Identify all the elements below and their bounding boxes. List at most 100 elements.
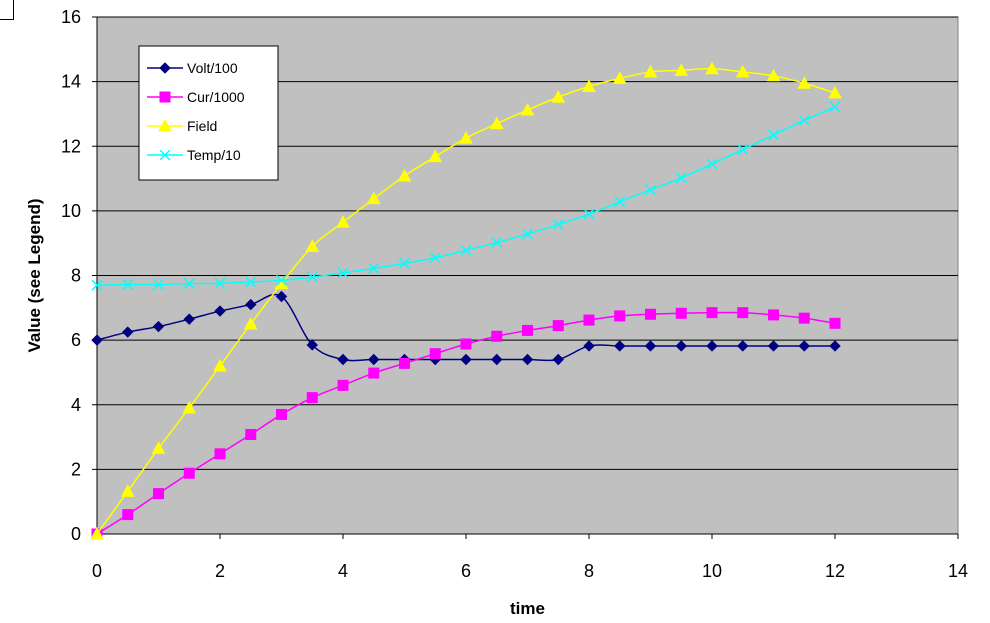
series-layer [90, 61, 842, 540]
data-point-volt-100 [368, 353, 380, 366]
data-point-cur-1000 [276, 408, 287, 420]
data-point-cur-1000 [245, 428, 257, 440]
data-point-volt-100 [521, 353, 534, 366]
data-point-field [366, 191, 381, 205]
data-point-volt-100 [122, 326, 134, 338]
y-tick-label: 16 [61, 7, 81, 27]
data-point-cur-1000 [706, 307, 718, 319]
data-point-cur-1000 [183, 467, 195, 479]
data-point-cur-1000 [460, 338, 472, 350]
legend: Volt/100 Cur/1000 Field Temp/10 [138, 45, 279, 181]
data-point-volt-100 [245, 298, 257, 311]
x-tick-label: 2 [215, 561, 225, 581]
data-point-cur-1000 [522, 324, 533, 336]
corner-mark [0, 0, 14, 20]
y-tick-label: 10 [61, 201, 81, 221]
data-point-field [151, 441, 166, 454]
data-point-field [582, 79, 596, 92]
data-point-volt-100 [460, 353, 472, 366]
data-point-field [428, 149, 443, 163]
data-point-cur-1000 [368, 367, 380, 379]
data-point-volt-100 [306, 339, 318, 351]
data-point-field [520, 103, 535, 116]
data-point-temp-10 [91, 279, 103, 291]
data-point-field [336, 215, 350, 228]
data-point-field [766, 68, 781, 82]
data-point-field [551, 90, 566, 103]
data-point-cur-1000 [798, 312, 810, 324]
data-point-temp-10 [152, 279, 165, 291]
x-tick-label: 8 [584, 561, 594, 581]
data-point-cur-1000 [737, 307, 749, 319]
data-point-temp-10 [798, 114, 810, 126]
data-point-cur-1000 [583, 314, 595, 326]
x-tick-label: 4 [338, 561, 348, 581]
data-point-volt-100 [337, 353, 349, 366]
data-point-field [243, 316, 258, 330]
data-point-cur-1000 [491, 330, 503, 342]
data-point-field [182, 400, 197, 414]
data-point-temp-10 [460, 244, 472, 256]
legend-label-volt-100: Volt/100 [187, 60, 238, 76]
x-axis-title: time [510, 599, 545, 618]
data-point-field [612, 71, 627, 84]
x-tick-label: 10 [702, 561, 722, 581]
data-point-volt-100 [275, 290, 288, 303]
data-point-field [735, 64, 750, 78]
data-point-temp-10 [183, 278, 195, 290]
y-axis-title: Value (see Legend) [25, 199, 44, 353]
data-point-volt-100 [675, 340, 687, 352]
data-point-temp-10 [521, 228, 534, 240]
data-point-cur-1000 [399, 357, 410, 369]
legend-item-volt-100: Volt/100 [147, 60, 238, 76]
x-tick-label: 0 [92, 561, 102, 581]
axes: 0 2 4 6 8 10 12 14 16 0 2 4 6 8 10 12 14 [61, 7, 968, 581]
data-point-volt-100 [829, 340, 841, 352]
x-tick-label: 6 [461, 561, 471, 581]
data-point-temp-10 [675, 172, 687, 184]
data-point-cur-1000 [829, 317, 841, 329]
data-point-cur-1000 [552, 320, 564, 332]
data-point-cur-1000 [153, 488, 164, 500]
data-point-volt-100 [152, 320, 165, 333]
series-field [90, 61, 842, 540]
data-point-field [705, 61, 719, 75]
data-point-volt-100 [552, 353, 564, 366]
data-point-field [674, 63, 689, 76]
data-point-field [120, 484, 135, 497]
data-point-cur-1000 [306, 392, 318, 404]
data-point-cur-1000 [122, 509, 134, 521]
data-point-temp-10 [245, 276, 257, 288]
series-temp-10 [91, 101, 841, 291]
data-point-temp-10 [644, 184, 657, 196]
data-point-temp-10 [337, 267, 349, 279]
data-point-temp-10 [552, 218, 564, 230]
data-point-field [90, 526, 104, 540]
x-tick-label: 12 [825, 561, 845, 581]
data-point-field [643, 64, 658, 78]
series-cur-1000 [91, 307, 841, 540]
data-point-temp-10 [306, 271, 318, 283]
data-point-temp-10 [829, 101, 841, 113]
data-point-cur-1000 [429, 348, 441, 360]
data-point-temp-10 [737, 143, 749, 156]
data-point-field [797, 76, 812, 89]
legend-label-field: Field [187, 118, 217, 134]
data-point-volt-100 [706, 340, 718, 352]
data-point-temp-10 [275, 274, 288, 286]
data-point-volt-100 [614, 340, 626, 352]
legend-item-cur-1000: Cur/1000 [147, 89, 245, 105]
data-point-temp-10 [122, 279, 134, 291]
data-point-field [397, 168, 412, 182]
legend-marker-field [158, 118, 172, 132]
data-point-field [459, 131, 473, 144]
data-point-cur-1000 [675, 307, 687, 319]
legend-item-temp-10: Temp/10 [147, 147, 241, 163]
data-point-volt-100 [644, 340, 657, 352]
data-point-volt-100 [583, 340, 595, 352]
data-point-temp-10 [368, 262, 380, 274]
data-point-field [489, 116, 504, 130]
legend-label-cur-1000: Cur/1000 [187, 89, 245, 105]
y-tick-label: 14 [61, 72, 81, 92]
